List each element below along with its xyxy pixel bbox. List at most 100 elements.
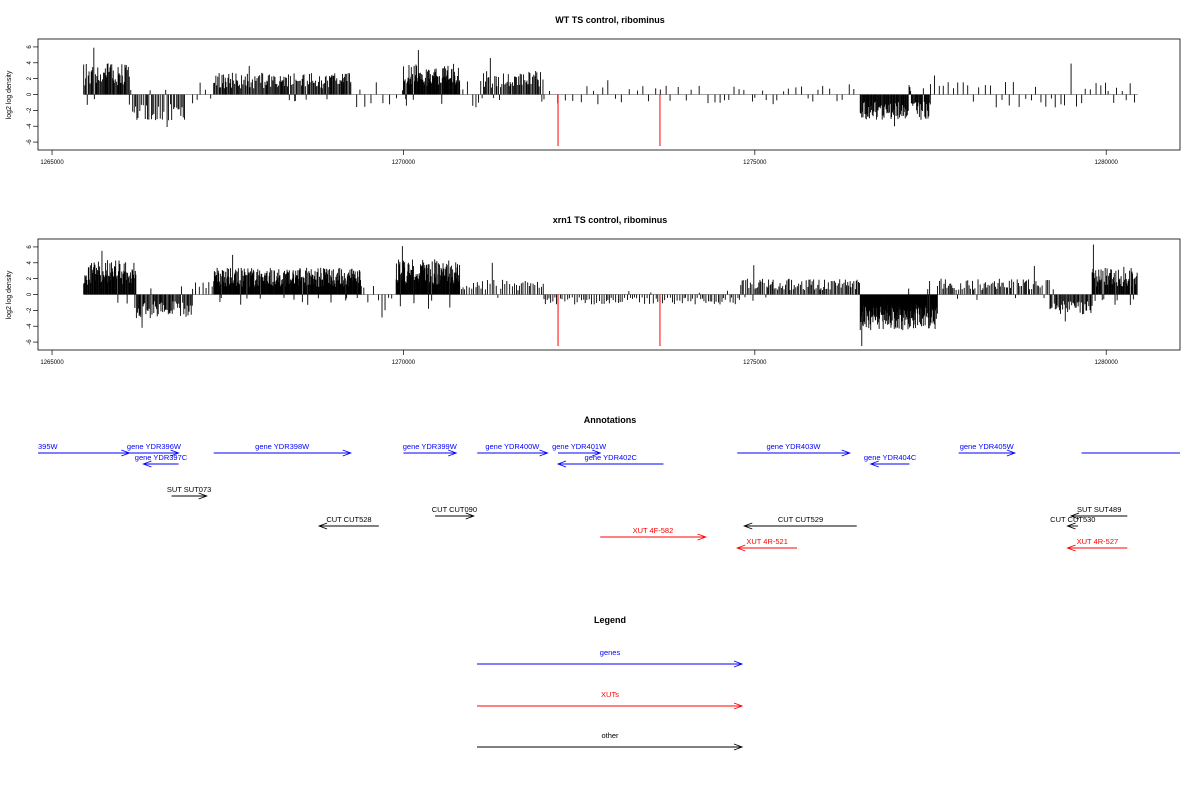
- arrow-head: [1006, 449, 1017, 457]
- annotation-label: gene YDR396W: [127, 442, 182, 451]
- wt-axes: 1265000 1270000 1275000 1280000 -6 -4 -2 0 2 4 6: [27, 45, 1119, 166]
- annotation-label: SUT SUT489: [1077, 505, 1121, 514]
- arrow-head: [1066, 522, 1076, 530]
- annotation-label: CUT CUT090: [432, 505, 477, 514]
- x-tick-label: 1280000: [1095, 360, 1119, 366]
- annotation-feature: gene YDR404C: [864, 453, 917, 468]
- annotation-track: Annotations 395W gene YDR396W gene YDR397C…: [38, 415, 1180, 552]
- y-tick-label: 2: [27, 76, 33, 80]
- y-tick-label: -6: [27, 139, 33, 145]
- arrow-head: [170, 449, 180, 457]
- arrow-head: [743, 522, 753, 530]
- annotation-label: gene YDR397C: [135, 453, 188, 462]
- legend-item-xut: XUTs: [477, 690, 744, 710]
- arrow-head: [869, 460, 879, 468]
- arrow-head: [317, 522, 328, 530]
- annotation-feature: gene YDR400W: [477, 442, 549, 457]
- legend: Legend genes XUTs other: [477, 615, 744, 751]
- wt-density-panel: WT TS control, ribominus log2 log densit…: [6, 15, 1181, 166]
- y-tick-label: 4: [27, 60, 33, 64]
- annotation-feature: XUT 4R-521: [735, 537, 797, 552]
- legend-item-gene: genes: [477, 648, 744, 668]
- arrow-head: [447, 449, 458, 457]
- annotation-label: gene YDR404C: [864, 453, 917, 462]
- xrn1-y-axis-label: log2 log density: [6, 270, 13, 319]
- annotation-label: CUT CUT529: [778, 515, 823, 524]
- wt-density-bars: [83, 47, 1138, 147]
- wt-y-axis-label: log2 log density: [6, 70, 13, 119]
- annotation-arrows: 395W gene YDR396W gene YDR397C gene YDR398W…: [38, 442, 1180, 552]
- arrow-head: [697, 533, 707, 541]
- annotation-label: gene YDR405W: [960, 442, 1015, 451]
- annotation-label: gene YDR400W: [485, 442, 540, 451]
- y-tick-label: 4: [27, 260, 33, 264]
- arrow-head: [1066, 544, 1076, 552]
- xrn1-axes: 1265000 1270000 1275000 1280000 -6 -4 -2 0 2 4 6: [27, 245, 1119, 366]
- annotation-feature: gene YDR397C: [135, 453, 188, 468]
- arrow-head: [465, 512, 475, 520]
- legend-label: XUTs: [601, 690, 619, 699]
- annotation-feature: gene YDR398W: [213, 442, 353, 457]
- annotation-feature: gene YDR402C: [556, 453, 664, 468]
- arrow-head: [539, 449, 549, 457]
- annotation-feature: CUT CUT530: [1050, 515, 1095, 530]
- annotation-label: gene YDR399W: [403, 442, 458, 451]
- arrow-head: [198, 492, 208, 500]
- y-tick-label: -4: [27, 323, 33, 329]
- xrn1-panel-title: xrn1 TS control, ribominus: [553, 215, 668, 225]
- x-tick-label: 1280000: [1095, 160, 1119, 166]
- arrow-head: [841, 449, 851, 457]
- arrow-head: [142, 460, 152, 468]
- y-tick-label: 6: [27, 45, 33, 49]
- legend-title: Legend: [594, 615, 626, 625]
- y-tick-label: -2: [27, 307, 33, 313]
- arrow-head: [735, 544, 746, 552]
- annotation-label: CUT CUT530: [1050, 515, 1095, 524]
- annotation-feature: gene YDR405W: [958, 442, 1017, 457]
- annotation-label: XUT 4F-582: [633, 526, 674, 535]
- xrn1-density-bars: [83, 244, 1138, 347]
- annotation-feature: SUT SUT073: [167, 485, 211, 500]
- legend-label: other: [601, 731, 619, 740]
- annotation-feature: CUT CUT528: [317, 515, 379, 530]
- y-tick-label: -2: [27, 107, 33, 113]
- annotation-feature: 395W: [38, 442, 131, 457]
- x-tick-label: 1275000: [743, 160, 767, 166]
- xrn1-density-panel: xrn1 TS control, ribominus log2 log dens…: [6, 215, 1181, 366]
- annotation-label: gene YDR398W: [255, 442, 310, 451]
- wt-panel-title: WT TS control, ribominus: [555, 15, 665, 25]
- annotation-label: XUT 4R-527: [1077, 537, 1119, 546]
- x-tick-label: 1275000: [743, 360, 767, 366]
- x-tick-label: 1265000: [40, 360, 64, 366]
- y-tick-label: 6: [27, 245, 33, 249]
- annotation-feature: CUT CUT090: [432, 505, 477, 520]
- arrow-head: [1069, 512, 1080, 520]
- annotation-feature: XUT 4R-527: [1066, 537, 1128, 552]
- arrow-head: [592, 449, 602, 457]
- arrow-head: [342, 449, 353, 457]
- annotations-title: Annotations: [584, 415, 637, 425]
- annotation-label: gene YDR403W: [766, 442, 821, 451]
- annotation-label: SUT SUT073: [167, 485, 211, 494]
- annotation-feature: gene YDR403W: [737, 442, 851, 457]
- annotation-label: gene YDR401W: [552, 442, 607, 451]
- legend-label: genes: [600, 648, 621, 657]
- legend-items: genes XUTs other: [477, 648, 744, 751]
- y-tick-label: 2: [27, 276, 33, 280]
- annotation-feature: SUT SUT489: [1069, 505, 1128, 520]
- y-tick-label: -4: [27, 123, 33, 129]
- arrow-head: [733, 743, 744, 751]
- arrow-head: [733, 702, 744, 710]
- arrow-head: [556, 460, 567, 468]
- annotation-feature: XUT 4F-582: [600, 526, 707, 541]
- y-tick-label: -6: [27, 339, 33, 345]
- arrow-head: [733, 660, 744, 668]
- annotation-label: gene YDR402C: [585, 453, 638, 462]
- annotation-feature: gene YDR399W: [403, 442, 458, 457]
- x-tick-label: 1270000: [392, 360, 416, 366]
- annotation-label: CUT CUT528: [326, 515, 371, 524]
- annotation-label: XUT 4R-521: [746, 537, 788, 546]
- annotation-feature: CUT CUT529: [743, 515, 857, 530]
- legend-item-other: other: [477, 731, 744, 751]
